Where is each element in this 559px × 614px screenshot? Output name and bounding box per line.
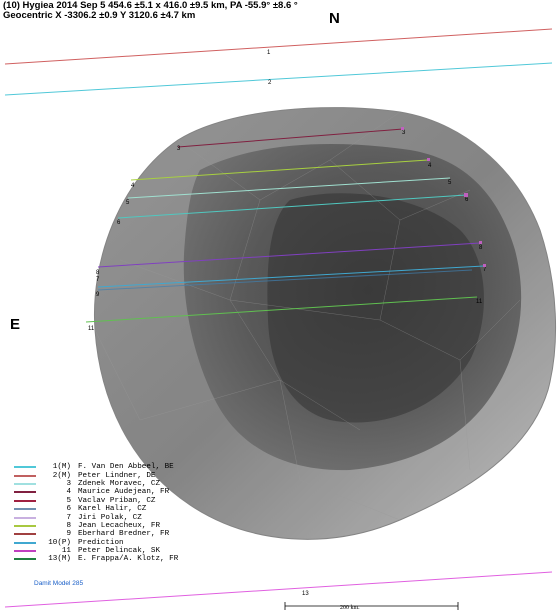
legend-swatch <box>14 516 36 519</box>
legend-row: 7 Jiri Polak, CZ <box>14 513 178 522</box>
chord-6: 6 6 <box>117 194 469 226</box>
east-label: E <box>10 316 21 333</box>
chord-label: 9 <box>96 292 100 298</box>
legend-num: 8 <box>66 521 71 530</box>
chord-label: 6 <box>117 220 121 226</box>
legend-swatch <box>14 508 36 511</box>
observer-legend: 1(M) F. Van Den Abbeel, BE 2(M) Peter Lind… <box>14 463 178 564</box>
chord-7: 7 7 <box>96 265 487 288</box>
legend-row: 4 Maurice Audejean, FR <box>14 488 178 496</box>
legend-num: 7 <box>66 513 71 522</box>
legend-row: 11 Peter Delincak, SK <box>14 547 178 555</box>
chord-1: 1 <box>4 28 553 65</box>
model-label: Damit Model 285 <box>34 580 84 587</box>
chord-label: 4 <box>131 183 135 189</box>
chord-label: 5 <box>126 200 130 206</box>
legend-name: Vaclav Priban, CZ <box>78 496 156 505</box>
legend-row: 10(P) Prediction <box>14 539 178 547</box>
scale-bar <box>284 602 459 610</box>
legend-num: 4 <box>66 488 71 497</box>
legend-num: 3 <box>66 479 71 488</box>
legend-num: 9 <box>66 530 71 539</box>
legend-name: Peter Lindner, DE <box>78 471 156 480</box>
chord-3: 3 3 <box>177 128 406 152</box>
legend-num: 2(M) <box>52 471 71 480</box>
legend-swatch <box>14 474 36 477</box>
legend-num: 1(M) <box>52 463 71 472</box>
chord-label: 7 <box>483 267 487 273</box>
chord-label: 11 <box>88 326 95 332</box>
chord-label: 3 <box>177 146 181 152</box>
chord-label: 13 <box>302 591 309 597</box>
chord-9: 9 <box>96 269 473 298</box>
chord-label: 4 <box>428 163 432 169</box>
legend-row: 8 Jean Lecacheux, FR <box>14 522 178 530</box>
legend-name: E. Frappa/A. Klotz, FR <box>78 555 179 564</box>
chord-13: 13 <box>4 571 553 608</box>
legend-swatch <box>14 466 36 469</box>
legend-name: Jean Lecacheux, FR <box>78 521 161 530</box>
legend-row: 5 Vaclav Priban, CZ <box>14 497 178 505</box>
legend-row: 2(M) Peter Lindner, DE <box>14 471 178 480</box>
chord-8: 8 8 <box>96 242 483 276</box>
shape-model-core <box>267 193 484 423</box>
legend-swatch <box>14 491 36 494</box>
chord-endpoints <box>401 127 486 267</box>
legend-row: 3 Zdenek Moravec, CZ <box>14 480 178 488</box>
chord-label: 7 <box>96 277 100 283</box>
chord-label: 3 <box>402 130 406 136</box>
shape-model-facets <box>94 111 521 521</box>
chord-4: 4 4 <box>130 159 432 189</box>
legend-name: Peter Delincak, SK <box>78 547 161 556</box>
chord-2: 2 <box>4 62 553 96</box>
legend-swatch <box>14 550 36 553</box>
legend-name: Maurice Audejean, FR <box>78 488 170 497</box>
legend-name: Eberhard Bredner, FR <box>78 530 170 539</box>
north-label: N <box>329 10 340 27</box>
legend-name: Jiri Polak, CZ <box>78 513 142 522</box>
chord-label: 8 <box>96 270 100 276</box>
legend-row: 6 Karel Halir, CZ <box>14 505 178 513</box>
legend-row: 1(M) F. Van Den Abbeel, BE <box>14 463 178 471</box>
legend-num: 10(P) <box>48 538 71 547</box>
chord-label: 6 <box>465 197 469 203</box>
legend-swatch <box>14 482 36 485</box>
legend-num: 5 <box>66 496 71 505</box>
legend-name: F. Van Den Abbeel, BE <box>78 463 174 472</box>
legend-num: 6 <box>66 505 71 514</box>
chord-label: 8 <box>479 245 483 251</box>
header-line-2: Geocentric X -3306.2 ±0.9 Y 3120.6 ±4.7 … <box>3 10 196 21</box>
legend-swatch <box>14 558 36 561</box>
legend-swatch <box>14 524 36 527</box>
legend-swatch <box>14 533 36 536</box>
header-line-1: (10) Hygiea 2014 Sep 5 454.6 ±5.1 x 416.… <box>3 0 298 11</box>
chord-5: 5 5 <box>126 177 452 206</box>
legend-row: 9 Eberhard Bredner, FR <box>14 530 178 538</box>
chord-label: 5 <box>448 180 452 186</box>
scale-label: 200 km. <box>340 605 360 611</box>
legend-num: 11 <box>61 547 71 556</box>
legend-swatch <box>14 541 36 544</box>
chord-label: 2 <box>268 80 272 86</box>
legend-name: Karel Halir, CZ <box>78 505 147 514</box>
legend-name: Zdenek Moravec, CZ <box>78 479 161 488</box>
legend-row: 13(M) E. Frappa/A. Klotz, FR <box>14 555 178 563</box>
legend-name: Prediction <box>78 538 124 547</box>
legend-num: 13(M) <box>48 555 71 564</box>
chord-label: 11 <box>476 299 483 305</box>
chord-11: 11 11 <box>85 296 483 332</box>
legend-swatch <box>14 499 36 502</box>
chord-label: 1 <box>267 50 271 56</box>
